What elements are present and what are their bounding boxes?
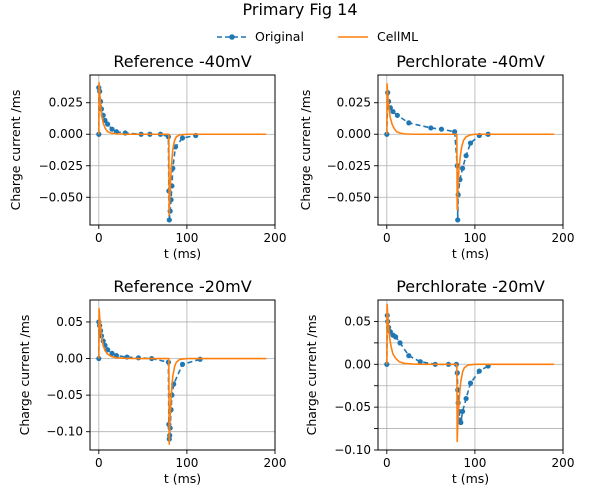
x-tick-label: 0 [383,456,391,470]
data-point-original [406,353,412,359]
data-point-original [476,368,482,374]
series-line-cellml [98,307,267,445]
data-point-original [467,140,474,146]
data-point-original [417,359,423,365]
legend-original-label: Original [255,29,304,44]
legend-cellml-label: CellML [377,29,418,44]
y-tick-label: −0.05 [46,388,83,402]
y-tick-label: 0.025 [337,96,371,110]
x-axis-label: t (ms) [452,246,489,261]
data-point-original [428,125,434,131]
panel-title: Reference -40mV [113,52,251,71]
data-point-original [179,361,186,367]
panel-title: Perchlorate -40mV [396,52,545,71]
x-tick-label: 200 [552,456,575,470]
y-axis-label: Charge current /ms [17,315,32,436]
y-axis-label: Charge current /ms [298,90,313,211]
panel-2: 0 100 200 0.025 0.000 −0.025 −0.050 Perchlorate… [298,52,574,261]
y-axis-label: Charge current /ms [304,315,319,436]
y-tick-label: −0.10 [46,425,83,439]
data-point-original [394,112,400,118]
x-tick-label: 100 [463,231,486,245]
axes-frame [89,299,276,451]
y-tick-label: 0.000 [49,127,83,141]
data-point-original [459,408,466,415]
series-line-original [386,314,489,424]
y-tick-label: 0.05 [344,314,371,328]
data-point-original [390,108,396,115]
data-point-original [393,334,399,340]
data-point-original [166,217,172,223]
x-axis-label: t (ms) [164,471,201,486]
x-tick-label: 0 [383,231,391,245]
x-tick-label: 100 [175,231,198,245]
y-tick-label: −0.05 [334,400,371,414]
data-point-original [179,135,186,141]
series-line-cellml [98,81,267,216]
y-tick-label: 0.00 [56,352,83,366]
legend-original-marker [229,34,235,40]
x-axis-label: t (ms) [452,471,489,486]
data-point-original [406,120,412,126]
series-line-cellml [386,303,555,443]
y-tick-label: 0.025 [49,96,83,110]
y-axis-label: Charge current /ms [8,90,23,211]
data-point-original [458,419,464,426]
x-tick-label: 0 [95,456,103,470]
panel-3: 0 100 200 0.05 0.00 −0.05 −0.10 Reference -20mV… [17,277,286,486]
series-line-original [386,91,489,221]
y-tick-label: −0.025 [39,159,83,173]
x-tick-label: 200 [552,231,575,245]
data-point-original [438,126,445,132]
figure-title: Primary Fig 14 [243,0,358,19]
panel-title: Reference -20mV [113,277,251,296]
y-tick-label: 0.000 [337,127,371,141]
x-tick-label: 200 [264,456,287,470]
y-tick-label: −0.050 [327,190,371,204]
data-point-original [397,340,403,346]
data-point-original [459,165,466,171]
panel-1: 0 100 200 0.025 0.000 −0.025 −0.050 Reference -… [8,52,286,261]
data-point-original [105,121,111,127]
y-tick-label: 0.00 [344,357,371,371]
x-axis-label: t (ms) [164,246,201,261]
y-tick-label: −0.050 [39,190,83,204]
data-point-original [463,153,469,159]
data-point-original [109,126,115,132]
x-tick-label: 200 [264,231,287,245]
data-point-original [455,217,461,223]
series-line-original [98,321,201,440]
x-tick-label: 0 [95,231,103,245]
data-point-original [467,380,474,386]
x-tick-label: 100 [463,456,486,470]
data-point-original [452,129,458,135]
axes-frame [377,74,564,226]
panel-title: Perchlorate -20mV [396,277,545,296]
axes-frame [89,74,276,226]
data-point-original [109,350,115,357]
y-tick-label: −0.025 [327,159,371,173]
data-point-original [463,395,469,402]
y-tick-label: −0.10 [334,443,371,457]
axes-frame [377,299,564,451]
x-tick-label: 100 [175,456,198,470]
panel-4: 0 100 200 0.05 0.00 −0.05 −0.10 Perchlorate -20… [304,277,574,486]
series-line-original [98,86,196,221]
legend: Original CellML [217,29,418,44]
y-tick-label: 0.05 [56,315,83,329]
series-line-cellml [386,83,555,211]
